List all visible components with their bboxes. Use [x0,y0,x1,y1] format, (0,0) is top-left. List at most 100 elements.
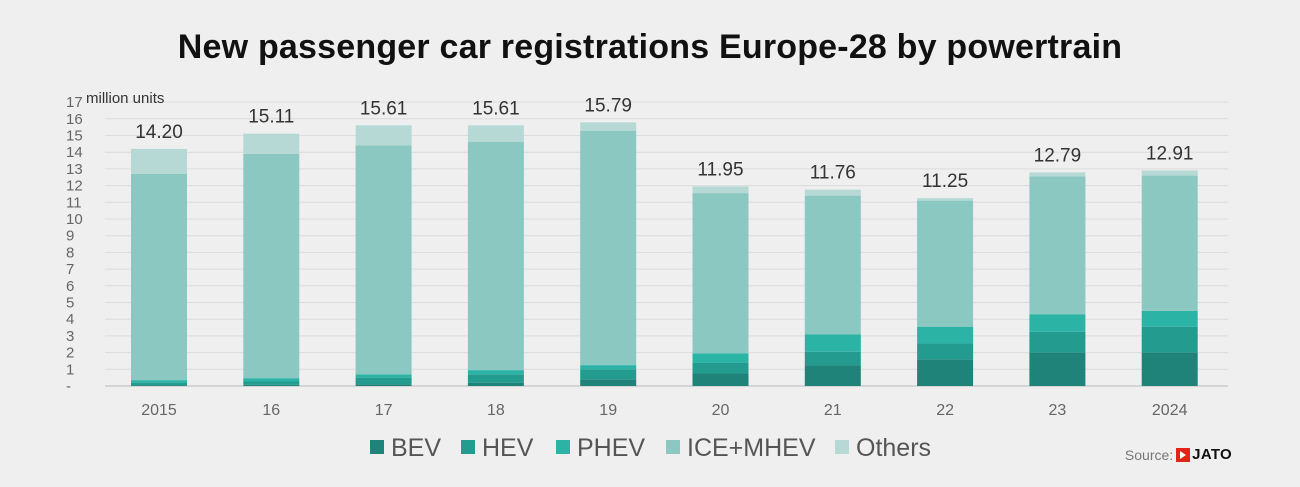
bar-segment-bev [467,382,524,386]
chart-title: New passenger car registrations Europe-2… [177,28,1123,66]
bar-segment-phev [804,334,861,352]
x-tick-label: 22 [936,402,954,419]
bar-segment-bev [1029,352,1086,386]
bar-segment-ice-mhev [580,130,637,366]
total-label: 11.25 [922,171,968,192]
legend-swatch [835,440,849,454]
y-tick-label: - [66,378,71,395]
x-tick-label: 16 [262,402,280,419]
bar-segment-phev [580,365,637,370]
x-tick-label: 20 [712,402,730,419]
source-label: Source: [1124,446,1174,463]
y-tick-label: 3 [66,328,74,345]
bar-segment-others [804,189,861,196]
jato-logo: JATO [1176,446,1232,463]
x-tick-label: 21 [824,402,842,419]
x-tick-label: 17 [375,402,393,419]
total-labels: 14.20 15.11 15.61 15.61 15.79 11.95 11.76 11.25… [135,95,1193,192]
bar-segment-phev [131,380,187,383]
y-tick-label: 11 [66,194,82,211]
y-tick-label: 4 [66,311,74,328]
bars [131,122,1198,386]
legend-swatch [666,440,680,454]
bar-segment-others [131,148,187,174]
bar-segment-ice-mhev [1029,176,1086,315]
legend-label: ICE+MHEV [687,434,816,462]
y-unit-label: million units [86,90,164,107]
bar-segment-phev [355,374,412,378]
bar-segment-phev [467,370,524,375]
y-tick-label: 12 [66,178,83,195]
legend-item: HEV [461,434,534,462]
bar-segment-others [355,125,412,146]
source-credit: Source: JATO [1125,446,1232,463]
legend-item: Others [835,434,931,462]
bar-segment-others [467,125,524,143]
bar-segment-bev [243,384,300,386]
legend-label: HEV [482,434,534,462]
bar-segment-ice-mhev [131,173,187,381]
x-tick-label: 18 [487,402,505,419]
total-label: 12.79 [1034,145,1082,166]
jato-wordmark: JATO [1192,446,1232,463]
bar-segment-hev [243,381,300,385]
y-tick-label: 15 [66,128,83,145]
bar-segment-hev [355,377,412,385]
bar-segment-ice-mhev [355,145,412,375]
bar-segment-phev [1141,310,1198,327]
total-label: 11.95 [697,159,743,180]
bar-segment-phev [1029,314,1086,332]
y-tick-label: 17 [66,94,83,111]
legend-item: ICE+MHEV [666,434,816,462]
bar-segment-bev [1141,352,1198,386]
bar-segment-others [917,198,974,201]
y-tick-label: 5 [66,295,74,312]
bar-segment-ice-mhev [917,200,974,327]
bar-segment-bev [580,379,637,386]
x-tick-label: 23 [1049,402,1067,419]
bar-segment-hev [692,362,749,374]
x-axis: 2015 16 17 18 19 20 21 22 23 2024 [141,402,1187,419]
total-label: 15.79 [584,95,632,116]
bar-segment-bev [355,384,412,386]
bar-segment-phev [692,353,749,363]
legend-item: BEV [370,434,441,462]
bar-segment-hev [1141,326,1198,353]
bar-segment-bev [917,359,974,386]
x-tick-label: 2024 [1152,402,1188,419]
y-tick-label: 8 [66,244,74,261]
total-label: 15.61 [472,98,520,119]
bar-segment-ice-mhev [243,153,300,379]
legend: BEV HEV PHEV ICE+MHEV Others [370,434,931,462]
bar-segment-bev [692,373,749,386]
y-tick-label: 14 [66,144,83,161]
total-label: 12.91 [1146,143,1194,164]
legend-item: PHEV [556,434,645,462]
bar-segment-hev [917,343,974,360]
bar-segment-bev [804,365,861,386]
bar-segment-others [1141,170,1198,176]
y-tick-label: 9 [66,228,74,245]
y-tick-label: 16 [66,111,83,128]
bar-segment-ice-mhev [692,193,749,354]
bar-segment-ice-mhev [467,142,524,371]
bar-segment-phev [243,378,300,382]
bar-segment-others [692,186,749,194]
y-tick-label: 1 [66,361,74,378]
total-label: 15.11 [248,107,294,128]
bar-segment-bev [131,385,187,386]
y-tick-label: 13 [66,161,83,178]
x-tick-label: 2015 [141,402,177,419]
bar-segment-hev [467,374,524,383]
total-label: 14.20 [135,122,183,143]
bar-segment-hev [1029,331,1086,353]
legend-swatch [556,440,570,454]
legend-label: Others [856,434,931,462]
bar-segment-others [1029,172,1086,177]
bar-segment-others [243,133,300,154]
bar-segment-hev [804,351,861,366]
bar-segment-ice-mhev [1141,175,1198,311]
bar-segment-phev [917,326,974,344]
